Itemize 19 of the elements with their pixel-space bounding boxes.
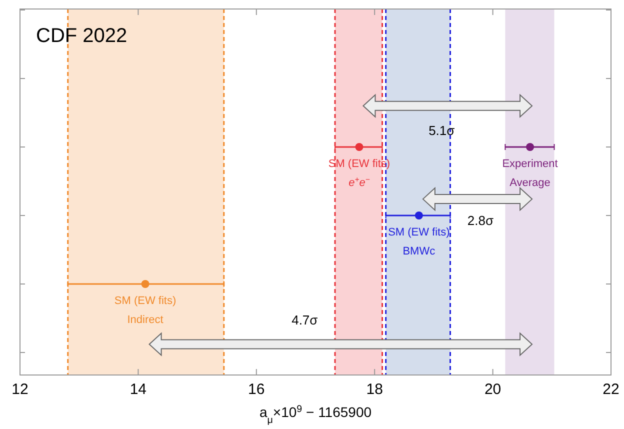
x-tick-label: 20	[484, 381, 502, 398]
annotation: 5.1σ	[428, 122, 455, 138]
x-tick-label: 12	[12, 381, 28, 398]
text: SM (EW fits) Indirect	[114, 295, 176, 326]
point	[141, 280, 150, 288]
point	[526, 143, 534, 151]
text: CDF 2022	[36, 25, 128, 47]
annotation: 2.8σ	[467, 213, 494, 228]
text: Experiment Average	[502, 158, 558, 189]
text: SM (EW fits) e$^{+}$e$^{−}$	[328, 158, 390, 189]
point	[414, 212, 423, 220]
x-axis-title: a$_{μ}$×10$^{9}$ − 1165900	[259, 404, 372, 426]
x-tick-label: 18	[366, 381, 383, 398]
x-tick-label: 22	[602, 381, 620, 398]
point	[355, 143, 364, 151]
text: SM (EW fits) BMWc	[388, 226, 450, 258]
annotation: 4.7σ	[292, 312, 318, 328]
x-tick-label: 16	[248, 381, 265, 398]
x-tick-label: 14	[130, 381, 147, 398]
